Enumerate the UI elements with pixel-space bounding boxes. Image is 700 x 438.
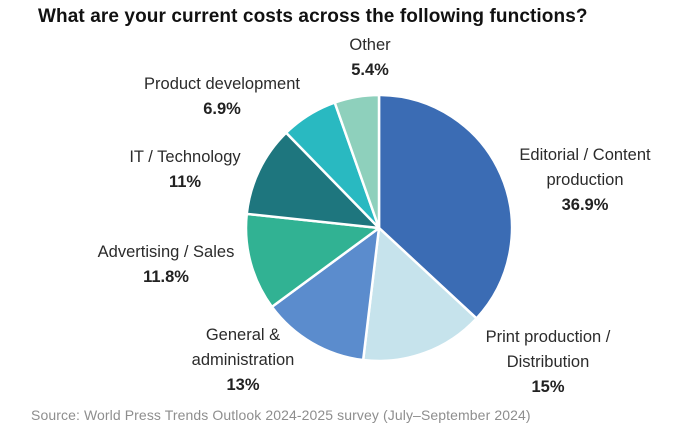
slice-label: Editorial / Content production: [519, 146, 651, 189]
slice-label: Product development: [144, 75, 300, 93]
pie-slice-editorial-content-production: [377, 93, 514, 320]
pie-label-it-technology: IT / Technology 11%: [105, 145, 265, 195]
pie-label-advertising-sales: Advertising / Sales 11.8%: [81, 240, 251, 290]
pie-slice-other: [333, 93, 381, 230]
slice-label: Other: [349, 36, 391, 54]
slice-percentage: 11%: [168, 173, 202, 191]
slice-percentage: 15%: [531, 378, 565, 396]
slice-percentage: 36.9%: [561, 196, 609, 214]
pie-slice-advertising-sales: [244, 212, 381, 309]
pie-slice-general-administration: [270, 226, 381, 362]
slice-label: Print production / Distribution: [485, 328, 611, 371]
pie-label-print-production-distribution: Print production / Distribution 15%: [458, 325, 638, 400]
chart-title: What are your current costs across the f…: [38, 6, 588, 27]
pie-label-editorial-content-production: Editorial / Content production 36.9%: [495, 143, 675, 218]
slice-percentage: 5.4%: [351, 61, 389, 79]
slice-label: Advertising / Sales: [97, 243, 235, 261]
slice-label: IT / Technology: [129, 148, 241, 166]
pie-label-product-development: Product development 6.9%: [122, 72, 322, 122]
slice-percentage: 6.9%: [203, 100, 241, 118]
pie-chart: [244, 93, 514, 363]
pie-label-other: Other 5.4%: [325, 33, 415, 83]
slice-label: General & administration: [191, 326, 295, 369]
pie-slice-it-technology: [245, 131, 381, 230]
slice-percentage: 11.8%: [143, 268, 189, 286]
pie-label-general-administration: General & administration 13%: [173, 323, 313, 398]
slice-percentage: 13%: [226, 376, 260, 394]
pie-slice-print-production-distribution: [361, 226, 478, 363]
source-attribution: Source: World Press Trends Outlook 2024-…: [31, 407, 531, 423]
